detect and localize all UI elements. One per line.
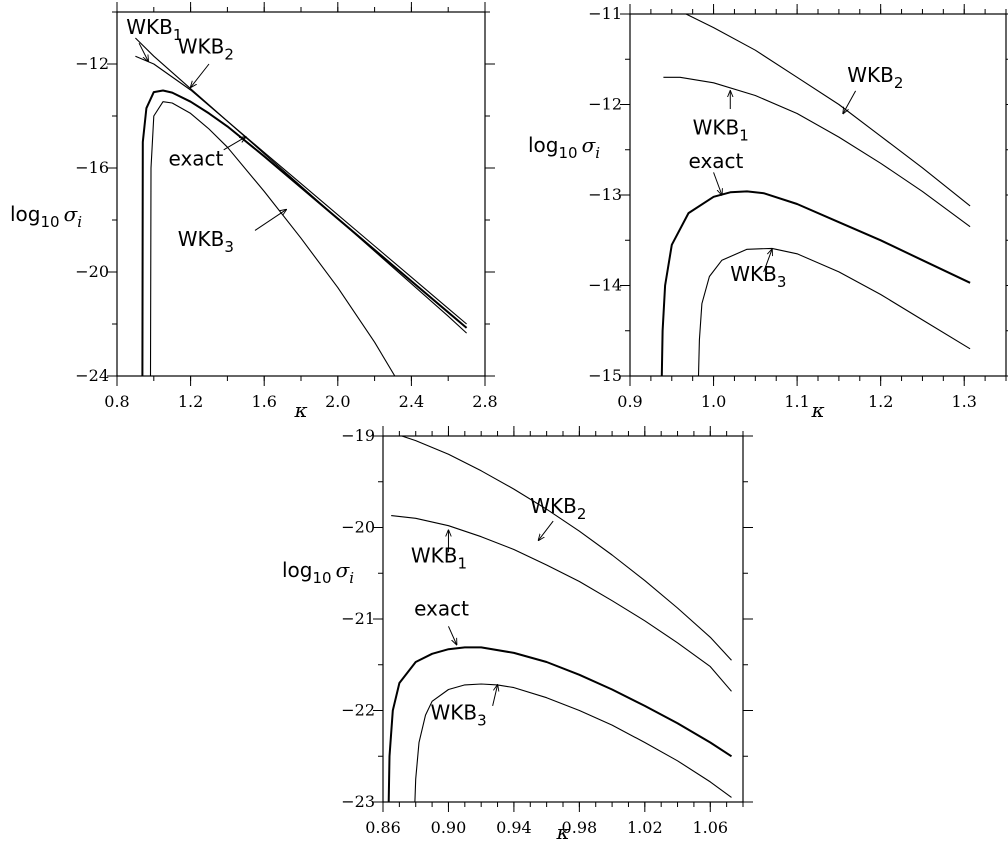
y-axis-label: log10 σi	[10, 202, 82, 231]
annotation-arrow-wkb2	[843, 90, 857, 114]
panel-top-right: 0.9 1.0 1.1 1.2 1.3 −15 −14 −13 −12 −11 κ log10 σi WK…	[528, 4, 1008, 422]
annotation-arrow-wkb2	[191, 63, 210, 87]
annotation-wkb2: WKB2	[178, 35, 234, 64]
x-tick-label: 0.9	[617, 392, 642, 411]
series-exact-line	[387, 646, 733, 802]
x-tick-label: 2.4	[399, 392, 424, 411]
y-tick-label: −16	[75, 158, 109, 177]
plot-frame	[629, 13, 1007, 377]
y-tick-label: −24	[75, 366, 109, 385]
x-axis-label: κ	[555, 820, 569, 844]
y-tick-label: −23	[341, 792, 375, 811]
x-tick-label: 1.06	[692, 818, 728, 837]
x-tick-label: 0.8	[104, 392, 129, 411]
plot-frame	[116, 11, 486, 377]
x-tick-label: 2.8	[472, 392, 497, 411]
x-tick-label: 0.94	[496, 818, 532, 837]
y-tick-label: −22	[341, 701, 375, 720]
annotation-wkb2: WKB2	[847, 63, 903, 92]
series-wkb2-line	[685, 14, 971, 207]
annotation-arrow-wkb3	[763, 249, 772, 273]
series-wkb1-line	[391, 515, 732, 692]
x-tick-label: 1.2	[868, 392, 893, 411]
panel-top-left: 0.8 1.2 1.6 2.0 2.4 2.8 −24 −20 −16 −12 κ log10 σi WK…	[10, 2, 498, 422]
y-tick-label: −21	[341, 609, 375, 628]
y-axis-label: log10 σi	[282, 558, 354, 587]
annotation-arrow-wkb3	[492, 685, 498, 707]
panel-bottom: 0.86 0.90 0.94 0.98 1.02 1.06 −23 −22 −21 −20 −19 κ…	[282, 426, 753, 844]
series-wkb3-line	[149, 101, 396, 376]
y-tick-label: −13	[588, 185, 622, 204]
x-axis-label: κ	[810, 398, 824, 422]
x-tick-label: 0.98	[562, 818, 598, 837]
annotation-arrow-wkb3	[254, 210, 286, 231]
annotation-wkb1: WKB1	[411, 543, 467, 572]
series-exact-line	[141, 89, 468, 376]
series-wkb2-line	[135, 37, 467, 325]
y-tick-label: −15	[588, 366, 622, 385]
annotation-wkb3: WKB3	[178, 227, 234, 256]
x-tick-label: 1.3	[951, 392, 976, 411]
y-tick-label: −20	[75, 262, 109, 281]
y-tick-label: −11	[588, 4, 622, 23]
series-wkb2-line	[401, 436, 732, 661]
x-tick-label: 1.6	[251, 392, 276, 411]
series-exact-line	[660, 190, 971, 376]
x-tick-label: 1.2	[178, 392, 203, 411]
x-tick-label: 0.86	[365, 818, 401, 837]
annotation-arrow-exact	[447, 626, 456, 644]
x-tick-label: 1.02	[627, 818, 663, 837]
annotation-exact: exact	[414, 596, 469, 620]
x-tick-label: 0.90	[431, 818, 467, 837]
y-axis-label: log10 σi	[528, 133, 600, 162]
annotation-arrow-exact	[713, 172, 722, 195]
y-tick-label: −19	[341, 426, 375, 445]
x-tick-label: 1.0	[701, 392, 726, 411]
annotation-wkb2: WKB2	[530, 494, 586, 523]
annotation-arrow-wkb2	[538, 520, 554, 540]
y-tick-label: −14	[588, 276, 622, 295]
annotation-arrow-wkb1	[138, 42, 148, 61]
y-tick-label: −20	[341, 518, 375, 537]
y-tick-label: −12	[75, 54, 109, 73]
x-tick-label: 2.0	[325, 392, 350, 411]
x-tick-label: 1.1	[784, 392, 809, 411]
annotation-wkb3: WKB3	[430, 701, 486, 730]
annotation-exact: exact	[688, 149, 743, 173]
annotation-exact: exact	[169, 146, 224, 170]
annotation-arrow-exact	[223, 137, 246, 151]
series-wkb1-line	[135, 55, 467, 334]
y-tick-label: −12	[588, 95, 622, 114]
annotation-wkb1: WKB1	[693, 115, 749, 144]
annotation-wkb1: WKB1	[126, 15, 182, 44]
series-wkb1-line	[663, 76, 971, 228]
annotation-wkb3: WKB3	[730, 262, 786, 291]
series-wkb3-line	[697, 247, 971, 376]
x-axis-label: κ	[293, 398, 307, 422]
